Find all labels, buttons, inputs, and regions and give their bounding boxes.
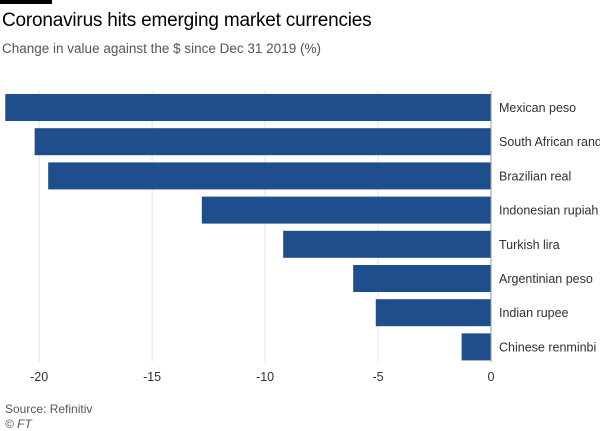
category-label: Brazilian real	[499, 169, 571, 183]
category-label: Indian rupee	[499, 306, 569, 320]
bar	[283, 230, 491, 258]
category-label: Argentinian peso	[499, 272, 593, 286]
x-tick-label: -15	[143, 370, 161, 384]
brand-bar	[0, 0, 52, 4]
category-label: Indonesian rupiah	[499, 204, 598, 218]
bar	[461, 333, 491, 361]
bar	[375, 299, 491, 327]
category-label: Chinese renminbi	[499, 340, 596, 354]
x-tick-label: -20	[30, 370, 48, 384]
x-tick-label: -10	[256, 370, 274, 384]
bar	[34, 128, 491, 156]
category-label: Mexican peso	[499, 101, 576, 115]
bar	[5, 94, 492, 121]
chart-title: Coronavirus hits emerging market currenc…	[2, 10, 372, 31]
bar	[201, 196, 491, 224]
credit-note: © FT	[5, 417, 32, 431]
x-tick-label: -5	[372, 370, 383, 384]
category-label: Turkish lira	[499, 238, 560, 252]
bar	[353, 265, 491, 292]
bar	[48, 162, 492, 190]
chart-subtitle: Change in value against the $ since Dec …	[2, 41, 321, 56]
source-note: Source: Refinitiv	[5, 402, 93, 416]
x-tick-label: 0	[488, 370, 495, 384]
category-label: South African rand	[499, 135, 600, 149]
